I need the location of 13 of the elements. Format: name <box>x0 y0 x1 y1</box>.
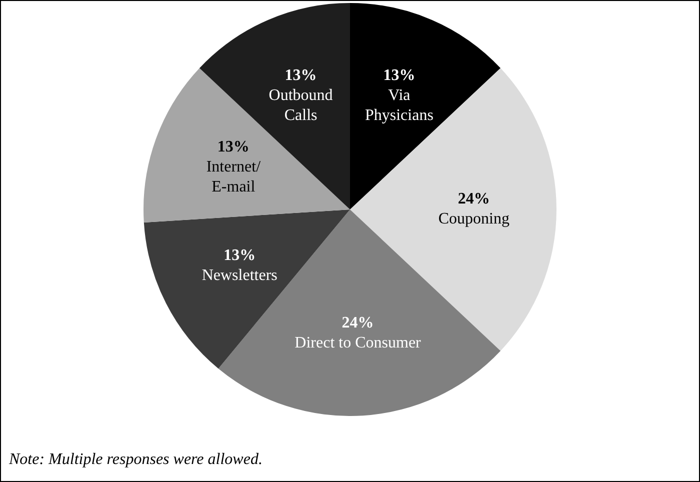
data-label: 13% <box>284 66 317 84</box>
data-label: 24% <box>342 314 374 332</box>
data-label: 13% <box>224 246 256 264</box>
slice-label: Internet/E-mail <box>206 158 262 196</box>
data-label: 24% <box>458 190 490 208</box>
slice-label: Via Physicians <box>364 86 434 124</box>
slice-label: Direct to Consumer <box>294 334 422 352</box>
data-label: 13% <box>217 138 250 156</box>
slice-label: Newsletters <box>202 266 278 284</box>
slice-label: Couponing <box>438 210 510 228</box>
data-label: 13% <box>383 66 416 84</box>
slice-label: Outbound Calls <box>268 86 333 124</box>
text: Note: Multiple responses were allowed. <box>9 451 262 469</box>
